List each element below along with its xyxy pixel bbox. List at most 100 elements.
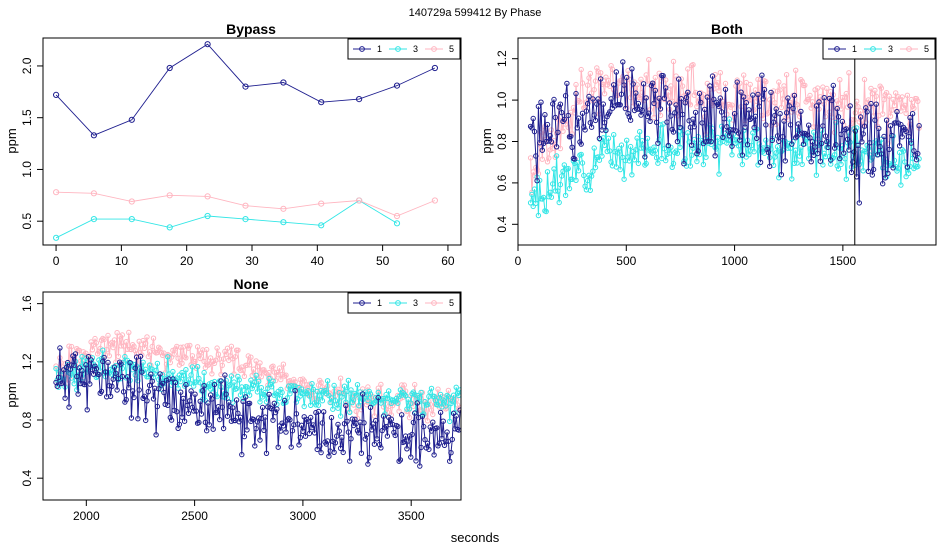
none-series-1-point [107,393,114,399]
none-series-1-point [285,415,292,422]
panel-both: Both ppm 0 500 1000 1500 0.4 0.6 0.8 1.0 1.2 1 3 5 [479,21,937,268]
both-series-5-point [717,70,723,76]
none-series-5-point [118,343,124,349]
both-series-5-point [839,94,846,101]
none-series-1-point [192,391,198,397]
none-series-3-point [335,405,341,411]
none-series-1-point [343,402,349,409]
none-series-3-point [317,393,323,399]
none-series-1-point [378,445,384,451]
both-series-1-point [877,143,883,150]
none-series-3-point [441,398,448,404]
both-series-1-point [565,112,571,119]
both-series-5-point [588,90,595,96]
both-series-1-point [769,137,775,144]
both-series-5-point [807,92,813,99]
none-series-1-point [84,407,90,413]
both-series-1-point [781,118,787,124]
none-series-1-point [384,433,391,439]
both-series-1-point [561,116,567,123]
both-series-3-point [620,154,626,161]
both-series-3-point [601,142,608,149]
both-series-1-point [676,76,682,82]
none-series-5-point [424,418,431,424]
none-series-1-point [414,400,420,406]
both-series-5-point [880,111,886,117]
none-series-3-point [349,399,355,406]
both-series-3-point [617,166,623,173]
none-series-5-point [117,333,123,339]
both-series-1-point [598,76,604,82]
both-series-3-point [633,147,639,153]
both-series-5-point [802,82,808,89]
both-ticks: 0 500 1000 1500 0.4 0.6 0.8 1.0 1.2 [495,50,857,268]
both-series-1-point [695,148,701,154]
none-series-5-point [271,369,277,375]
none-series-1-point [139,369,145,375]
none-series-3-point [201,369,207,376]
both-series-1-point [822,133,829,139]
none-series-3-point [340,390,346,397]
bypass-series-5-point [90,190,98,197]
both-series-1-point [583,108,590,114]
none-series-1-point [417,463,423,469]
none-series-1-point [59,380,66,386]
both-series-3-point [655,160,661,166]
none-series-3-point [206,381,213,387]
none-ytick-label: 0.8 [20,411,34,428]
both-series-5-point [678,76,684,82]
none-series-1-point [361,420,367,426]
none-series-1-point [358,450,365,456]
both-series-1-point [818,140,825,147]
both-series-5-point [741,72,747,78]
none-series-1-point [270,417,276,423]
both-series-1-point [773,106,779,112]
none-series-3-point [71,381,77,387]
none-series-1-point [334,433,340,439]
none-series-1-point [219,404,226,410]
both-series-3-point [548,194,555,200]
none-series-1-point [233,397,240,403]
both-series-3-point [729,152,735,158]
both-series-1-point [835,114,842,120]
both-series-1-point [894,109,900,115]
both-series-3-point [626,158,632,164]
both-series-1-point [698,99,704,106]
both-series-3-point [903,173,909,180]
none-series-5-point [335,386,341,392]
both-series-1-point [903,128,909,135]
both-series-1-point [817,158,823,164]
both-series-1-point [808,159,814,165]
both-series-3-point [529,191,535,198]
none-series-1-point [421,423,427,430]
none-series-3-point [406,406,413,412]
bypass-ylabel: ppm [4,128,19,153]
none-series-5-point [258,374,264,380]
none-series-1-point [298,422,305,428]
both-series-1-point [538,99,544,105]
both-series-5-point [573,81,579,88]
both-series-1-point [908,140,914,146]
both-series-3-point [643,160,649,167]
none-series-3-point [53,365,59,372]
none-series-3-point [228,373,235,379]
both-series-1-point [691,124,697,130]
both-series-1-point [772,112,778,119]
both-series-1-point [582,127,588,133]
none-series-3-point [180,372,187,379]
both-series-5-point [553,130,560,137]
both-series-3-point [618,142,625,148]
both-series-1-point [834,105,840,112]
bypass-xtick-label: 30 [245,254,259,268]
none-series-1-point [370,421,376,427]
none-series-1-point [262,414,268,420]
none-legend-label: 5 [449,298,454,308]
none-series-5-point [126,329,132,336]
both-series-3-point [581,172,587,179]
both-series-1-point [640,81,647,87]
none-series-5-point [185,345,192,351]
both-series-3-point [713,146,720,152]
none-series-1-point [296,442,302,448]
both-legend-swatch-point [870,46,876,52]
both-series-1-point [625,110,631,117]
